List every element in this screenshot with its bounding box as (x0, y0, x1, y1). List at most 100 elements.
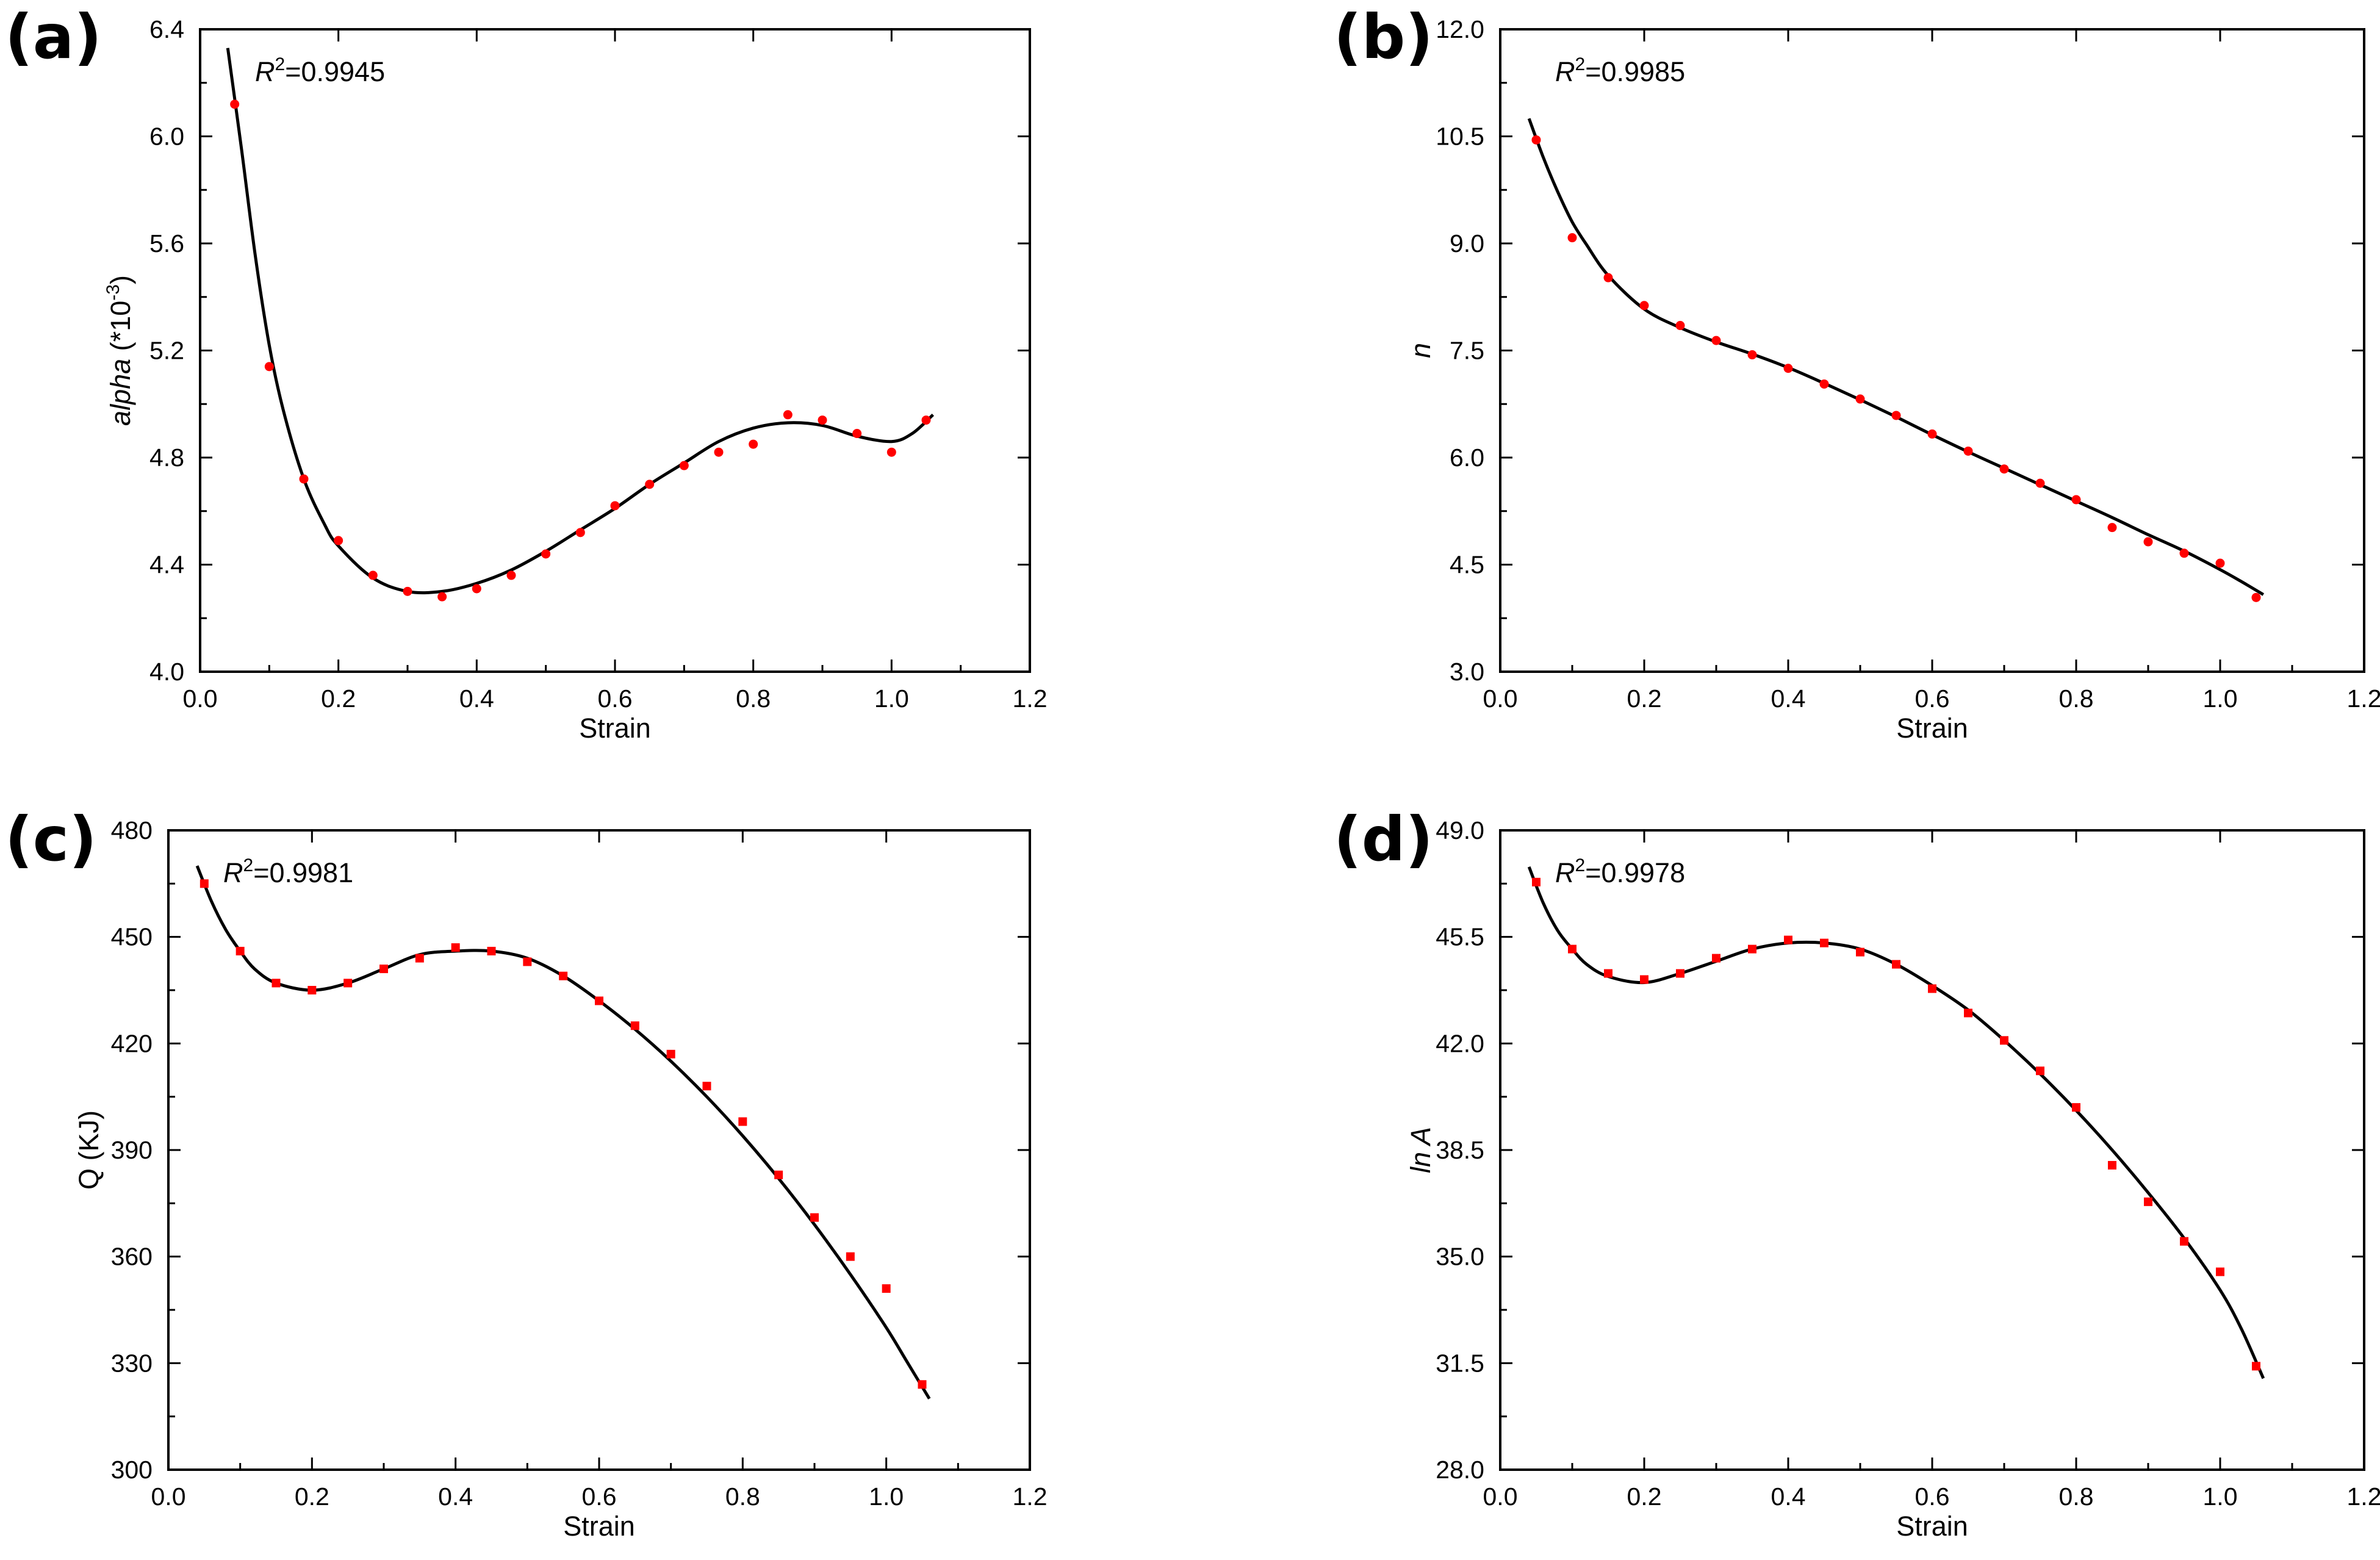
data-point (1676, 969, 1684, 978)
chart-panel-2: 0.0 0.2 0.4 0.6 0.8 1.0 1.2 3.0 4.5 6.0 7.5 9.0 10.5… (1334, 1, 2380, 744)
x-axis-title: Strain (1896, 1511, 1968, 1542)
y-tick-label: 10.5 (1436, 123, 1484, 151)
data-point (1964, 1008, 1972, 1018)
data-point (921, 415, 931, 425)
data-point (666, 1049, 675, 1059)
x-tick-label: 0.8 (725, 1483, 760, 1511)
data-point (307, 986, 317, 994)
y-tick-label: 300 (111, 1456, 153, 1484)
panel-label: (b) (1334, 1, 1433, 73)
data-point (846, 1252, 855, 1261)
panel-label: (c) (5, 803, 97, 875)
x-tick-label: 1.0 (874, 685, 909, 713)
data-point (2036, 1066, 2044, 1076)
r-squared-annotation: R2=0.9985 (1555, 54, 1685, 87)
data-point (1532, 877, 1541, 886)
data-point (264, 362, 274, 372)
data-point (2179, 548, 2189, 558)
x-tick-label: 1.2 (2347, 685, 2380, 713)
data-point (1892, 960, 1900, 969)
data-point (403, 586, 412, 596)
data-point (559, 971, 568, 980)
data-point (235, 946, 245, 955)
data-point (886, 447, 896, 457)
y-axis-title: Q (KJ) (73, 1110, 104, 1190)
data-point (1675, 321, 1685, 331)
data-point (679, 461, 689, 470)
data-point (1819, 379, 1829, 389)
data-point (343, 979, 353, 988)
y-tick-label: 4.4 (149, 551, 184, 579)
data-point (2144, 1197, 2152, 1206)
data-point (714, 447, 724, 457)
data-point (2071, 495, 2081, 505)
x-tick-label: 0.8 (2059, 685, 2094, 713)
x-tick-label: 0.6 (582, 1483, 617, 1511)
y-tick-label: 6.0 (1450, 444, 1484, 472)
data-point (645, 480, 655, 489)
y-axis-title: alpha (*10-3) (103, 275, 136, 426)
data-point (541, 549, 551, 559)
data-point (702, 1082, 711, 1091)
data-point (810, 1213, 819, 1222)
x-tick-label: 0.8 (736, 685, 771, 713)
y-tick-label: 4.8 (149, 444, 184, 472)
x-tick-label: 1.2 (1013, 1483, 1048, 1511)
x-tick-label: 0.2 (295, 1483, 329, 1511)
data-point (1567, 233, 1577, 243)
x-tick-label: 0.0 (1483, 1483, 1518, 1511)
data-point (2252, 1362, 2260, 1371)
data-point (437, 592, 447, 602)
y-tick-label: 49.0 (1436, 816, 1484, 844)
data-point (523, 957, 532, 966)
y-tick-label: 480 (111, 816, 153, 844)
x-tick-label: 0.8 (2059, 1483, 2094, 1511)
data-point (1711, 336, 1721, 345)
y-tick-label: 31.5 (1436, 1349, 1484, 1377)
data-point (1603, 273, 1613, 282)
y-tick-label: 35.0 (1436, 1243, 1484, 1271)
fit-curve (226, 48, 935, 595)
x-tick-label: 0.2 (1627, 1483, 1662, 1511)
data-point (738, 1117, 747, 1126)
data-point (1568, 944, 1576, 954)
y-tick-label: 4.5 (1450, 551, 1484, 579)
data-point (2000, 1036, 2008, 1045)
x-tick-label: 0.6 (1915, 1483, 1950, 1511)
data-point (852, 429, 862, 439)
data-point (368, 570, 378, 580)
data-point (2108, 1160, 2116, 1170)
data-point (2180, 1237, 2188, 1246)
data-point (1927, 429, 1937, 439)
y-tick-label: 3.0 (1450, 658, 1484, 686)
data-point (918, 1380, 927, 1389)
x-axis-title: Strain (579, 713, 651, 744)
x-tick-label: 0.0 (1483, 685, 1518, 713)
data-point (2107, 523, 2117, 533)
x-tick-label: 0.0 (183, 685, 218, 713)
data-point (334, 536, 343, 545)
data-point (575, 528, 585, 537)
x-tick-label: 1.2 (2347, 1483, 2380, 1511)
data-point (882, 1284, 891, 1293)
x-tick-label: 0.6 (1915, 685, 1950, 713)
data-point (2072, 1103, 2080, 1112)
data-point (200, 879, 209, 888)
data-point (1963, 446, 1973, 456)
x-tick-label: 1.0 (2203, 685, 2238, 713)
x-tick-label: 1.0 (869, 1483, 904, 1511)
panel-label: (d) (1334, 803, 1433, 875)
y-tick-label: 7.5 (1450, 337, 1484, 365)
x-tick-label: 0.4 (1771, 685, 1806, 713)
chart-panel-4: 0.0 0.2 0.4 0.6 0.8 1.0 1.2 28.0 31.5 35.0 38.5 42.… (1334, 803, 2380, 1542)
x-tick-label: 1.2 (1013, 685, 1048, 713)
data-point (1531, 135, 1541, 145)
data-point (1784, 935, 1792, 944)
y-tick-label: 12.0 (1436, 15, 1484, 43)
data-point (415, 954, 424, 963)
data-point (1604, 969, 1612, 978)
y-tick-label: 6.0 (149, 123, 184, 151)
data-point (774, 1170, 783, 1179)
data-point (1891, 411, 1901, 420)
